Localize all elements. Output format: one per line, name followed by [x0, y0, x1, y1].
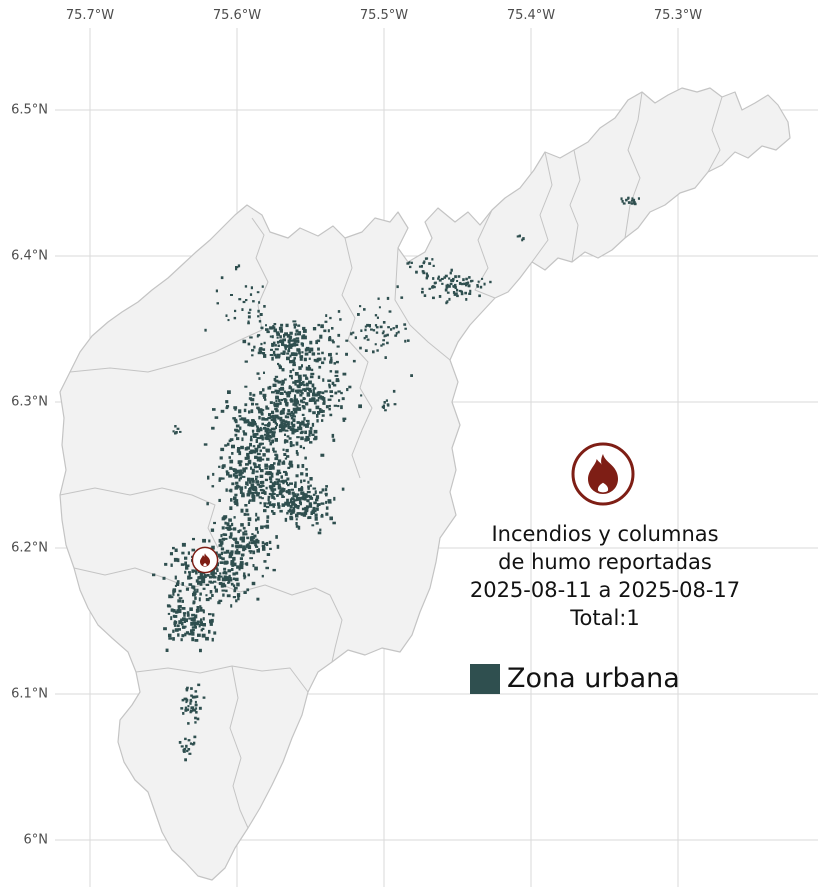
- municipal-border: [474, 209, 496, 299]
- legend-swatch-urban: [470, 663, 500, 694]
- annotation-line-1: Incendios y columnas: [491, 522, 719, 546]
- municipal-border: [707, 96, 723, 173]
- municipal-border: [341, 237, 356, 341]
- legend-label: Zona urbana: [507, 663, 680, 694]
- legend: Zona urbana: [470, 663, 680, 694]
- axis-label-longitude: 75.3°W: [653, 8, 703, 23]
- annotation-total: Total:1: [570, 606, 640, 630]
- axis-label-latitude: 6.2°N: [11, 540, 48, 556]
- fire-legend-icon: [571, 442, 635, 506]
- axis-label-longitude: 75.6°W: [212, 8, 262, 23]
- municipal-border: [531, 151, 553, 263]
- annotation-line-2: de humo reportadas: [498, 550, 712, 574]
- municipal-border: [394, 247, 451, 361]
- municipal-border: [69, 329, 263, 373]
- municipal-border: [73, 567, 343, 663]
- axis-label-longitude: 75.4°W: [506, 8, 556, 23]
- urban-zone-layer: [152, 196, 640, 762]
- axis-label-latitude: 6.1°N: [11, 686, 48, 702]
- municipal-border: [347, 339, 373, 479]
- municipal-border: [251, 217, 269, 331]
- flame-icon: [588, 454, 618, 494]
- annotation-date-range: 2025-08-11 a 2025-08-17: [469, 578, 741, 602]
- axis-label-latitude: 6.4°N: [11, 248, 48, 264]
- axis-label-latitude: 6°N: [23, 832, 49, 848]
- municipal-border: [60, 487, 219, 549]
- municipal-border: [569, 149, 581, 263]
- axis-label-latitude: 6.3°N: [11, 394, 48, 410]
- fire-map-marker: [191, 546, 219, 574]
- axis-label-latitude: 6.5°N: [11, 102, 48, 118]
- axis-label-longitude: 75.5°W: [359, 8, 409, 23]
- municipal-border: [624, 91, 643, 239]
- flame-inner-cut: [597, 482, 609, 493]
- municipal-borders: [60, 91, 723, 829]
- flame-inner-cut: [203, 562, 207, 567]
- axis-label-longitude: 75.7°W: [65, 8, 115, 23]
- annotation-block: Incendios y columnas de humo reportadas …: [470, 520, 740, 632]
- region-outline: [59, 87, 791, 881]
- municipal-border: [229, 665, 249, 829]
- flame-icon: [199, 553, 211, 567]
